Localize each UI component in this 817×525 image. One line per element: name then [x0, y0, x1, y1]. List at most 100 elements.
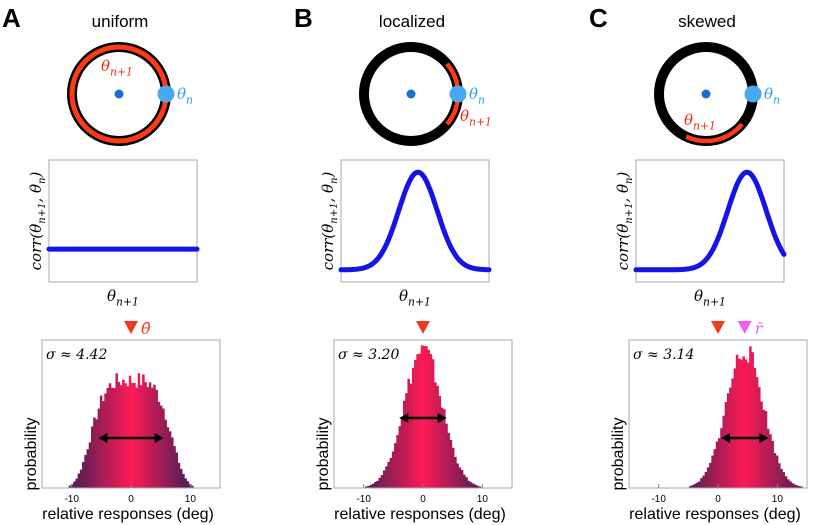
- histogram-bar: [369, 484, 373, 488]
- histogram-bar: [773, 453, 777, 488]
- histogram-bar: [391, 451, 395, 488]
- x-tick-label: 10: [477, 494, 489, 505]
- histogram-bar: [458, 467, 462, 488]
- histogram-bar: [387, 461, 390, 488]
- arrow-head-right: [759, 433, 769, 443]
- center-dot: [406, 89, 416, 99]
- histogram-bar: [75, 478, 78, 488]
- histogram-bar: [769, 434, 772, 488]
- x-tick-label: 0: [128, 494, 134, 505]
- histogram-bar: [398, 426, 402, 488]
- histogram-bar: [70, 484, 74, 488]
- hist-xlabel: relative responses (deg): [334, 506, 506, 523]
- histogram-bar: [476, 485, 479, 488]
- histogram-bar: [137, 373, 141, 488]
- histogram-bar: [691, 485, 694, 488]
- mean-marker-icon: [737, 321, 752, 334]
- histogram-bar: [179, 468, 183, 488]
- histogram-bar: [84, 455, 87, 488]
- panel-title: skewed: [678, 12, 736, 31]
- svg-text:θn: θn: [177, 85, 193, 107]
- histogram-bar: [474, 484, 477, 488]
- histogram-bar: [706, 467, 710, 488]
- histogram-bar: [414, 359, 417, 488]
- histogram-bar: [175, 452, 179, 488]
- panel-title: uniform: [92, 12, 149, 31]
- histogram-bar: [186, 481, 190, 488]
- hist-xlabel: relative responses (deg): [42, 506, 214, 523]
- histogram-bar: [73, 481, 76, 488]
- histogram-bar: [431, 359, 435, 488]
- histogram-bar: [460, 469, 464, 488]
- histogram-bar: [445, 423, 448, 488]
- histogram-bar: [744, 359, 748, 488]
- hist-ylabel: probability: [315, 418, 332, 491]
- histogram-bar: [697, 481, 701, 488]
- histogram-bar: [702, 475, 705, 488]
- histogram-bars: [689, 346, 803, 488]
- histogram-bar: [780, 468, 783, 488]
- histogram-bar: [97, 408, 101, 488]
- histogram-bar: [755, 377, 759, 488]
- corr-axes-box: [48, 159, 198, 283]
- histogram-bar: [471, 483, 475, 488]
- theta-n-label: θn: [764, 85, 780, 107]
- center-dot: [701, 89, 711, 99]
- histogram-bar: [746, 362, 750, 488]
- histogram-bar: [86, 449, 90, 488]
- histogram-bar: [108, 383, 112, 488]
- mean-marker-icon: [711, 321, 725, 334]
- corr-xlabel: θn+1: [694, 287, 726, 309]
- histogram-bar: [389, 457, 393, 488]
- histogram-bar: [798, 486, 801, 488]
- histogram-bar: [440, 407, 444, 488]
- histogram-bar: [153, 384, 156, 488]
- histogram-bar: [711, 455, 714, 488]
- histogram-bar: [451, 447, 455, 488]
- histogram-bar: [704, 472, 708, 488]
- histogram-bar: [689, 486, 692, 488]
- histogram-bars: [68, 373, 194, 488]
- histogram-bar: [378, 477, 382, 488]
- histogram-bar: [144, 382, 147, 488]
- hist-ylabel: probability: [610, 418, 627, 491]
- histogram-bar: [454, 456, 457, 488]
- histogram-bar: [402, 400, 406, 488]
- histogram-bar: [795, 485, 799, 488]
- histogram-bar: [467, 480, 471, 488]
- histogram-bar: [157, 401, 161, 488]
- histogram-bar: [449, 439, 453, 488]
- histogram-bar: [762, 409, 766, 488]
- histogram-bars: [365, 345, 482, 488]
- corr-axes-box: [340, 159, 490, 283]
- histogram-bar: [400, 417, 404, 488]
- svg-text:θn+1: θn+1: [399, 287, 431, 309]
- histogram-bar: [434, 382, 437, 488]
- histogram-bar: [367, 485, 370, 488]
- histogram-bar: [407, 378, 410, 488]
- theta-n1-label: θn+1: [101, 57, 133, 79]
- histogram-bar: [164, 419, 167, 488]
- histogram-bar: [789, 481, 792, 488]
- mean-marker-icon: [416, 321, 430, 334]
- histogram-bar: [733, 368, 737, 488]
- histogram-bar: [173, 446, 176, 488]
- histogram-bar: [182, 474, 185, 488]
- histogram-bar: [124, 383, 127, 488]
- histogram-bar: [693, 484, 697, 488]
- histogram-bar: [731, 378, 734, 488]
- histogram-bar: [463, 474, 466, 488]
- svg-text:θn: θn: [469, 85, 485, 107]
- histogram-bar: [405, 393, 408, 488]
- histogram-bar: [409, 383, 413, 488]
- histogram-bar: [709, 462, 712, 488]
- histogram-bar: [766, 428, 770, 488]
- histogram-bar: [162, 408, 165, 488]
- arrow-head-left: [399, 413, 409, 423]
- svg-text:θn: θn: [764, 85, 780, 107]
- histogram-bar: [133, 382, 136, 488]
- histogram-bar: [394, 443, 397, 488]
- histogram-bar: [159, 405, 163, 488]
- histogram-bar: [95, 419, 98, 488]
- histogram-bar: [119, 385, 123, 488]
